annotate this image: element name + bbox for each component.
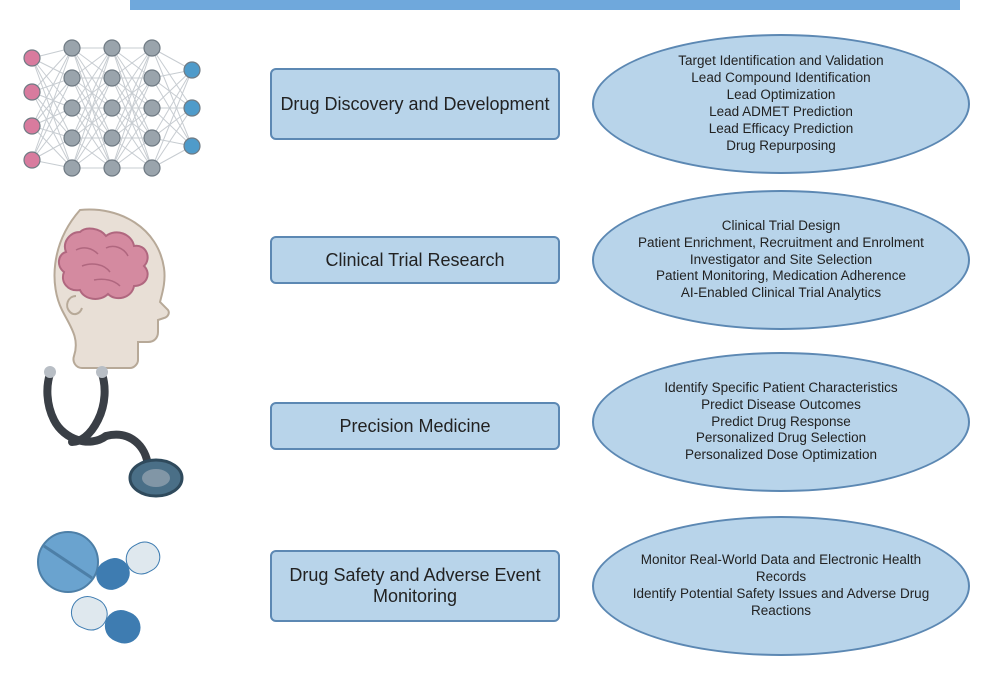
category-box-clinical-trial: Clinical Trial Research — [270, 236, 560, 284]
category-box-precision-medicine: Precision Medicine — [270, 402, 560, 450]
detail-item: Patient Enrichment, Recruitment and Enro… — [638, 235, 924, 252]
detail-item: Lead Compound Identification — [691, 70, 870, 87]
detail-item: Identify Specific Patient Characteristic… — [664, 380, 897, 397]
category-title: Precision Medicine — [339, 416, 490, 437]
detail-item: Lead Optimization — [727, 87, 836, 104]
detail-item: Target Identification and Validation — [678, 53, 883, 70]
detail-item: Personalized Dose Optimization — [685, 447, 877, 464]
detail-item: Lead ADMET Prediction — [709, 104, 853, 121]
category-title: Drug Discovery and Development — [280, 94, 549, 115]
detail-item: Lead Efficacy Prediction — [709, 121, 854, 138]
category-box-drug-safety: Drug Safety and Adverse Event Monitoring — [270, 550, 560, 622]
diagram-root: Drug Discovery and Development Target Id… — [0, 0, 986, 674]
detail-item: Monitor Real-World Data and Electronic H… — [618, 552, 944, 586]
detail-item: Drug Repurposing — [726, 138, 836, 155]
detail-item: Clinical Trial Design — [722, 218, 841, 235]
detail-item: Personalized Drug Selection — [696, 430, 866, 447]
detail-item: Identify Potential Safety Issues and Adv… — [618, 586, 944, 620]
category-title: Drug Safety and Adverse Event Monitoring — [278, 565, 552, 607]
detail-ellipse-drug-safety: Monitor Real-World Data and Electronic H… — [592, 516, 970, 656]
neural-network-icon — [10, 30, 220, 195]
detail-ellipse-clinical-trial: Clinical Trial DesignPatient Enrichment,… — [592, 190, 970, 330]
brain-head-icon — [10, 200, 220, 375]
detail-ellipse-drug-discovery: Target Identification and ValidationLead… — [592, 34, 970, 174]
stethoscope-icon — [10, 360, 220, 515]
category-box-drug-discovery: Drug Discovery and Development — [270, 68, 560, 140]
pills-icon — [10, 520, 220, 665]
detail-item: Patient Monitoring, Medication Adherence — [656, 268, 906, 285]
detail-item: Investigator and Site Selection — [690, 252, 872, 269]
detail-item: Predict Disease Outcomes — [701, 397, 861, 414]
category-title: Clinical Trial Research — [325, 250, 504, 271]
detail-item: AI-Enabled Clinical Trial Analytics — [681, 285, 881, 302]
detail-ellipse-precision-medicine: Identify Specific Patient Characteristic… — [592, 352, 970, 492]
top-divider — [130, 0, 960, 10]
detail-item: Predict Drug Response — [711, 414, 851, 431]
